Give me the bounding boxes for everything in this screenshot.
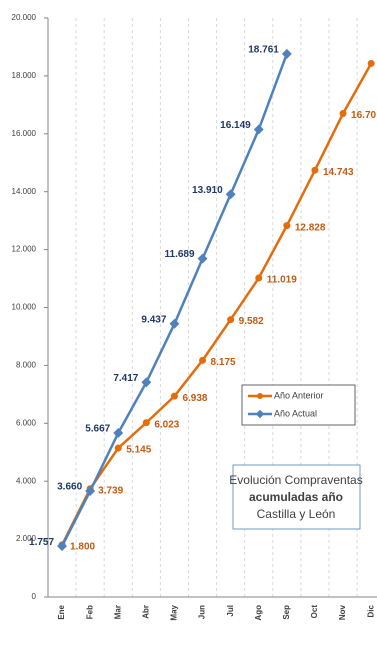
annotation-box xyxy=(232,464,361,530)
point xyxy=(142,419,150,427)
x-tick-label: Oct xyxy=(310,605,319,619)
data-label: 14.743 xyxy=(323,167,354,178)
x-tick-label: Jul xyxy=(226,605,235,617)
x-tick-label: Sep xyxy=(282,605,291,620)
data-label: 16.149 xyxy=(220,120,251,131)
legend-box xyxy=(241,384,356,426)
y-tick-label: 16.000 xyxy=(12,129,37,138)
annotation: Castilla y León xyxy=(257,507,336,521)
x-tick-label: Ago xyxy=(254,605,263,621)
y-tick-label: 12.000 xyxy=(12,245,37,254)
data-label: 9.437 xyxy=(141,314,166,325)
point xyxy=(281,48,292,59)
x-tick-label: Ene xyxy=(57,604,66,619)
point xyxy=(169,318,180,329)
legend-marker xyxy=(255,409,265,419)
y-tick-label: 8.000 xyxy=(16,361,37,370)
data-label: 11.019 xyxy=(267,275,297,286)
data-label: 6.023 xyxy=(154,419,179,430)
x-tick-label: Jun xyxy=(198,605,207,619)
point xyxy=(367,59,375,67)
x-tick-label: Nov xyxy=(338,604,347,620)
point xyxy=(197,253,208,264)
x-tick-label: Dic xyxy=(366,604,375,617)
data-label: 9.582 xyxy=(239,316,264,327)
y-tick-label: 2.000 xyxy=(16,534,37,543)
point xyxy=(57,541,67,552)
data-label: 12.828 xyxy=(295,222,326,233)
series-line xyxy=(60,62,373,546)
point xyxy=(113,427,124,438)
point xyxy=(227,316,235,324)
data-label: 16.70 xyxy=(351,110,376,121)
data-label: 1.800 xyxy=(70,542,95,553)
y-tick-label: 14.000 xyxy=(12,187,37,196)
point xyxy=(311,166,319,174)
point xyxy=(170,392,178,400)
x-tick-label: Feb xyxy=(85,605,94,619)
data-label: 18.761 xyxy=(248,45,279,56)
y-tick-label: 0 xyxy=(32,592,37,601)
annotation: Evolución Compraventas xyxy=(229,473,362,487)
data-label: 13.910 xyxy=(192,185,223,196)
data-label: 11.689 xyxy=(165,249,195,260)
point xyxy=(141,377,152,388)
x-tick-label: Abr xyxy=(141,605,150,619)
point xyxy=(255,274,263,282)
x-tick-label: May xyxy=(170,604,179,620)
data-label: 3.660 xyxy=(57,482,82,493)
data-label: 5.145 xyxy=(126,445,151,456)
point xyxy=(114,444,122,452)
point xyxy=(253,124,264,135)
point xyxy=(339,110,347,118)
legend-label: Año Actual xyxy=(274,408,317,418)
y-tick-label: 10.000 xyxy=(12,303,37,312)
point xyxy=(199,356,207,364)
annotation: acumuladas año xyxy=(249,490,343,504)
point xyxy=(225,189,236,200)
legend-label: Año Anterior xyxy=(274,390,324,400)
y-tick-label: 20.000 xyxy=(12,13,37,22)
data-label: 1.757 xyxy=(29,537,54,548)
data-label: 3.739 xyxy=(98,485,123,496)
data-label: 6.938 xyxy=(182,393,207,404)
data-label: 8.175 xyxy=(211,357,236,368)
y-tick-label: 18.000 xyxy=(12,71,37,80)
point xyxy=(283,222,291,230)
y-tick-label: 6.000 xyxy=(16,418,37,427)
y-tick-label: 4.000 xyxy=(16,476,37,485)
legend-marker xyxy=(257,393,263,399)
x-tick-label: Mar xyxy=(113,605,122,619)
data-label: 7.417 xyxy=(113,373,138,384)
data-label: 5.667 xyxy=(85,424,110,435)
